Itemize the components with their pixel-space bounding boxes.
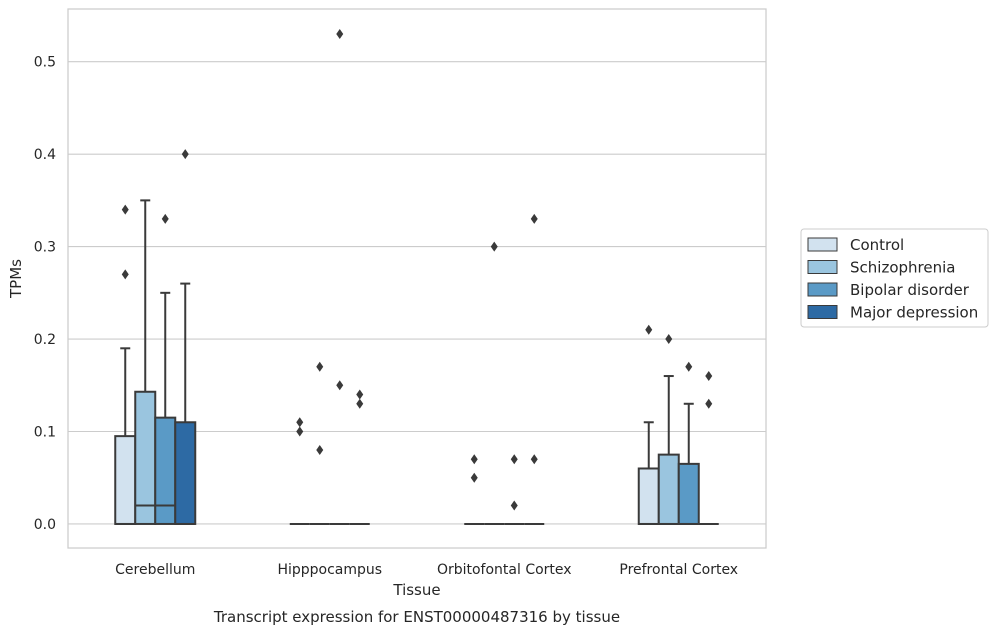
box-group — [637, 324, 660, 525]
x-axis-label: Tissue — [392, 581, 440, 599]
y-tick-label: 0.4 — [34, 147, 56, 163]
x-tick-label: Hipppocampus — [277, 562, 382, 578]
outlier-point — [296, 417, 304, 428]
legend-item: Schizophrenia — [807, 259, 955, 277]
outlier-point — [181, 149, 189, 160]
y-tick-label: 0.5 — [34, 55, 56, 71]
outlier-point — [530, 213, 538, 224]
box — [114, 435, 137, 525]
outlier-point — [356, 398, 364, 409]
x-axis-ticks: Cerebellum Hipppocampus Orbitofontal Corte… — [115, 562, 738, 578]
chart-caption: Transcript expression for ENST0000048731… — [213, 608, 620, 626]
x-tick-label: Prefrontal Cortex — [619, 562, 738, 578]
outlier-point — [121, 204, 129, 215]
outlier-point — [121, 269, 129, 280]
box-group — [504, 454, 525, 525]
outlier-point — [490, 241, 498, 252]
box-group — [698, 371, 719, 525]
outlier-point — [705, 398, 713, 409]
box — [677, 462, 700, 525]
box-group — [114, 204, 137, 525]
legend-label: Bipolar disorder — [850, 281, 970, 299]
box — [637, 467, 660, 525]
box-group — [484, 241, 505, 525]
box-group — [309, 361, 330, 525]
outlier-point — [296, 426, 304, 437]
box-group — [174, 149, 197, 525]
x-tick-label: Cerebellum — [115, 562, 195, 578]
y-axis-label: TPMs — [7, 259, 25, 299]
x-tick-label: Orbitofontal Cortex — [437, 562, 572, 578]
legend-item: Major depression — [807, 304, 978, 322]
box — [657, 453, 680, 525]
y-tick-label: 0.2 — [34, 332, 56, 348]
outlier-point — [645, 324, 653, 335]
legend-swatch — [807, 282, 838, 297]
outlier-point — [161, 213, 169, 224]
box-group — [677, 361, 700, 525]
box-group — [154, 213, 177, 525]
y-tick-label: 0.0 — [34, 517, 56, 533]
legend-item: Control — [807, 236, 904, 254]
outlier-point — [316, 361, 324, 372]
outlier-point — [356, 389, 364, 400]
legend-label: Schizophrenia — [850, 259, 955, 277]
plot-frame — [67, 8, 767, 549]
outlier-point — [316, 445, 324, 455]
outlier-point — [336, 380, 344, 391]
outlier-point — [470, 454, 478, 465]
legend-label: Control — [850, 236, 904, 254]
box — [174, 421, 197, 525]
box-group — [349, 389, 370, 525]
outlier-point — [530, 454, 538, 465]
outlier-point — [336, 28, 344, 39]
box-group — [329, 28, 350, 525]
outlier-point — [470, 472, 478, 483]
box — [154, 416, 177, 525]
legend-swatch — [807, 237, 838, 252]
boxes — [114, 28, 719, 525]
box-group — [464, 454, 485, 525]
outlier-point — [510, 500, 518, 511]
legend-swatch — [807, 260, 838, 274]
outlier-point — [510, 454, 518, 465]
y-tick-label: 0.3 — [34, 240, 56, 256]
box-group — [289, 417, 310, 525]
y-axis-ticks: 0.0 0.1 0.2 0.3 0.4 0.5 — [34, 55, 56, 533]
legend-swatch — [807, 305, 838, 319]
outlier-point — [685, 361, 693, 372]
legend-item: Bipolar disorder — [807, 281, 970, 299]
outlier-point — [665, 334, 673, 345]
legend-frame — [800, 228, 989, 328]
box-group — [524, 213, 545, 525]
y-tick-label: 0.1 — [34, 425, 56, 441]
box — [134, 390, 157, 525]
outlier-point — [705, 371, 713, 382]
legend: Control Schizophrenia Bipolar disorder Majo… — [800, 228, 989, 328]
legend-label: Major depression — [850, 304, 978, 322]
